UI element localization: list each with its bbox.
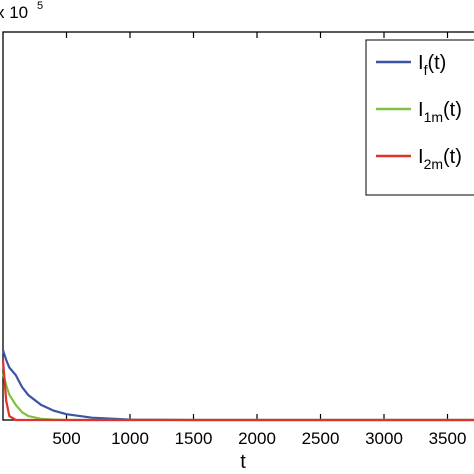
series-line — [1, 373, 474, 422]
x-tick-label: 3000 — [365, 429, 403, 448]
multiplier: x 10 — [0, 3, 28, 22]
x-tick-label: 3500 — [429, 429, 467, 448]
x-axis-label: t — [240, 451, 246, 473]
x-tick-label: 500 — [52, 429, 80, 448]
legend-label: I1m(t) — [418, 99, 462, 125]
x-tick-label: 1000 — [111, 429, 149, 448]
legend-label: If(t) — [418, 52, 446, 78]
multiplier-exponent: 5 — [37, 0, 43, 12]
x-tick-label: 1500 — [175, 429, 213, 448]
series-line — [1, 359, 474, 422]
series-line — [1, 349, 474, 422]
legend-label: I2m(t) — [418, 146, 462, 172]
x-tick-label: 2500 — [302, 429, 340, 448]
legend-box — [365, 39, 474, 196]
x-tick-label: 2000 — [238, 429, 276, 448]
